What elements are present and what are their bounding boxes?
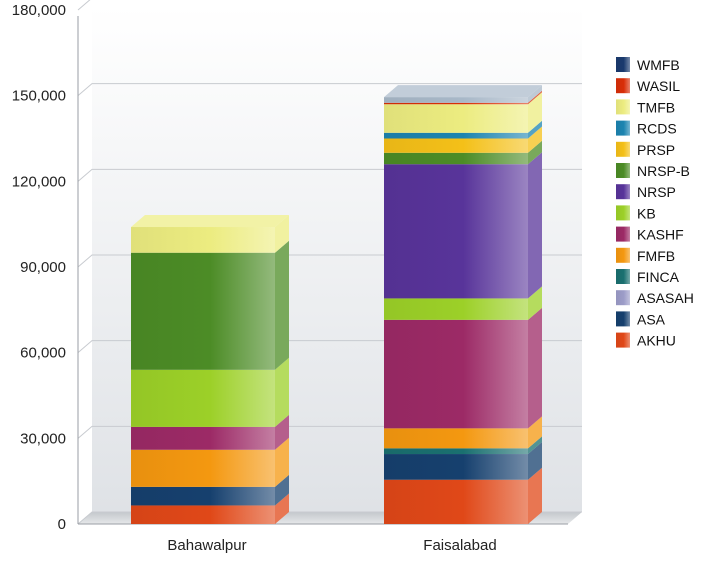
bar-side-akhu bbox=[275, 493, 289, 524]
y-tick-label: 0 bbox=[58, 516, 66, 533]
legend-label: PRSP bbox=[637, 142, 675, 158]
legend-label: WMFB bbox=[637, 57, 680, 73]
bar-side-nrsp-b bbox=[275, 240, 289, 370]
bar-side-kashf bbox=[528, 307, 542, 429]
bar-side-tmfb bbox=[528, 92, 542, 133]
bar-segment-kb bbox=[131, 369, 275, 427]
legend-label: KB bbox=[637, 205, 656, 221]
legend-swatch bbox=[616, 332, 630, 348]
legend-swatch bbox=[616, 163, 630, 178]
bar-segment-fmfb bbox=[384, 428, 528, 449]
legend-swatch bbox=[616, 57, 630, 72]
bar-side-kb bbox=[275, 357, 289, 427]
bar-segment-nrsp-b bbox=[131, 252, 275, 370]
bar-side-kb bbox=[528, 286, 542, 320]
legend-label: TMFB bbox=[637, 99, 675, 115]
bar-side-asa bbox=[528, 442, 542, 480]
bar-side-akhu bbox=[528, 467, 542, 524]
bar-segment-rcds bbox=[384, 132, 528, 139]
bar-segment-kb bbox=[384, 298, 528, 320]
legend-swatch bbox=[616, 205, 630, 221]
y-tick-label: 30,000 bbox=[20, 430, 66, 447]
legend-swatch bbox=[616, 99, 630, 115]
bar-segment-akhu bbox=[384, 479, 528, 524]
legend-swatch bbox=[616, 78, 630, 94]
y-tick-label: 150,000 bbox=[12, 88, 66, 105]
bar-side-prsp bbox=[528, 126, 542, 153]
bar-top-top-cap bbox=[384, 85, 542, 98]
legend-label: FINCA bbox=[637, 269, 680, 285]
legend-label: NRSP bbox=[637, 184, 676, 200]
bar-segment-asa bbox=[131, 486, 275, 506]
legend-swatch bbox=[616, 141, 630, 157]
legend-label: WASIL bbox=[637, 78, 680, 94]
bar-segment-nrsp bbox=[384, 164, 528, 299]
legend-label: ASA bbox=[637, 311, 666, 327]
legend-label: FMFB bbox=[637, 248, 675, 264]
y-tick-label: 90,000 bbox=[20, 259, 66, 276]
bar-side-fmfb bbox=[275, 437, 289, 487]
bar-side-kashf bbox=[275, 414, 289, 450]
bar-segment-kashf bbox=[131, 426, 275, 450]
bar-side-nrsp bbox=[528, 152, 542, 299]
legend-swatch bbox=[616, 226, 630, 242]
bar-side-finca bbox=[528, 436, 542, 455]
bar-side-fmfb bbox=[528, 416, 542, 449]
y-tick-label: 60,000 bbox=[20, 345, 66, 362]
legend-label: ASASAH bbox=[637, 290, 694, 306]
legend-label: KASHF bbox=[637, 227, 684, 243]
bar-segment-kashf bbox=[384, 319, 528, 429]
bar-segment-tmfb bbox=[384, 104, 528, 133]
bar-segment-fmfb bbox=[131, 449, 275, 487]
x-category-label: Faisalabad bbox=[423, 537, 496, 554]
legend-swatch bbox=[616, 184, 630, 200]
bar-segment-top-cap bbox=[384, 97, 528, 103]
legend-swatch bbox=[616, 290, 630, 306]
bar-segment-nrsp-b bbox=[384, 152, 528, 165]
legend-swatch bbox=[616, 269, 630, 284]
legend-swatch bbox=[616, 120, 630, 136]
bar-side-asa bbox=[275, 474, 289, 506]
bar-side-rcds bbox=[528, 120, 542, 139]
gridline bbox=[77, 83, 582, 97]
y-tick-label: 180,000 bbox=[12, 2, 66, 19]
bar-segment-akhu bbox=[131, 505, 275, 524]
bar-segment-tmfb bbox=[131, 227, 275, 253]
bar-side-top-cap bbox=[528, 85, 542, 103]
legend-label: AKHU bbox=[637, 333, 676, 349]
legend-label: RCDS bbox=[637, 121, 677, 137]
bar-segment-asa bbox=[384, 454, 528, 480]
bar-side-tmfb bbox=[275, 215, 289, 253]
bar-segment-prsp bbox=[384, 138, 528, 153]
x-category-label: Bahawalpur bbox=[167, 537, 246, 554]
bar-side-wasil bbox=[528, 90, 542, 105]
bar-top-tmfb bbox=[131, 215, 289, 228]
legend-label: NRSP-B bbox=[637, 163, 690, 179]
legend-swatch bbox=[616, 311, 630, 327]
bar-segment-wasil bbox=[384, 102, 528, 105]
bar-segment-finca bbox=[384, 448, 528, 455]
bar-side-nrsp-b bbox=[528, 140, 542, 165]
y-tick-label: 120,000 bbox=[12, 173, 66, 190]
gridline bbox=[77, 0, 91, 11]
legend-swatch bbox=[616, 247, 630, 263]
